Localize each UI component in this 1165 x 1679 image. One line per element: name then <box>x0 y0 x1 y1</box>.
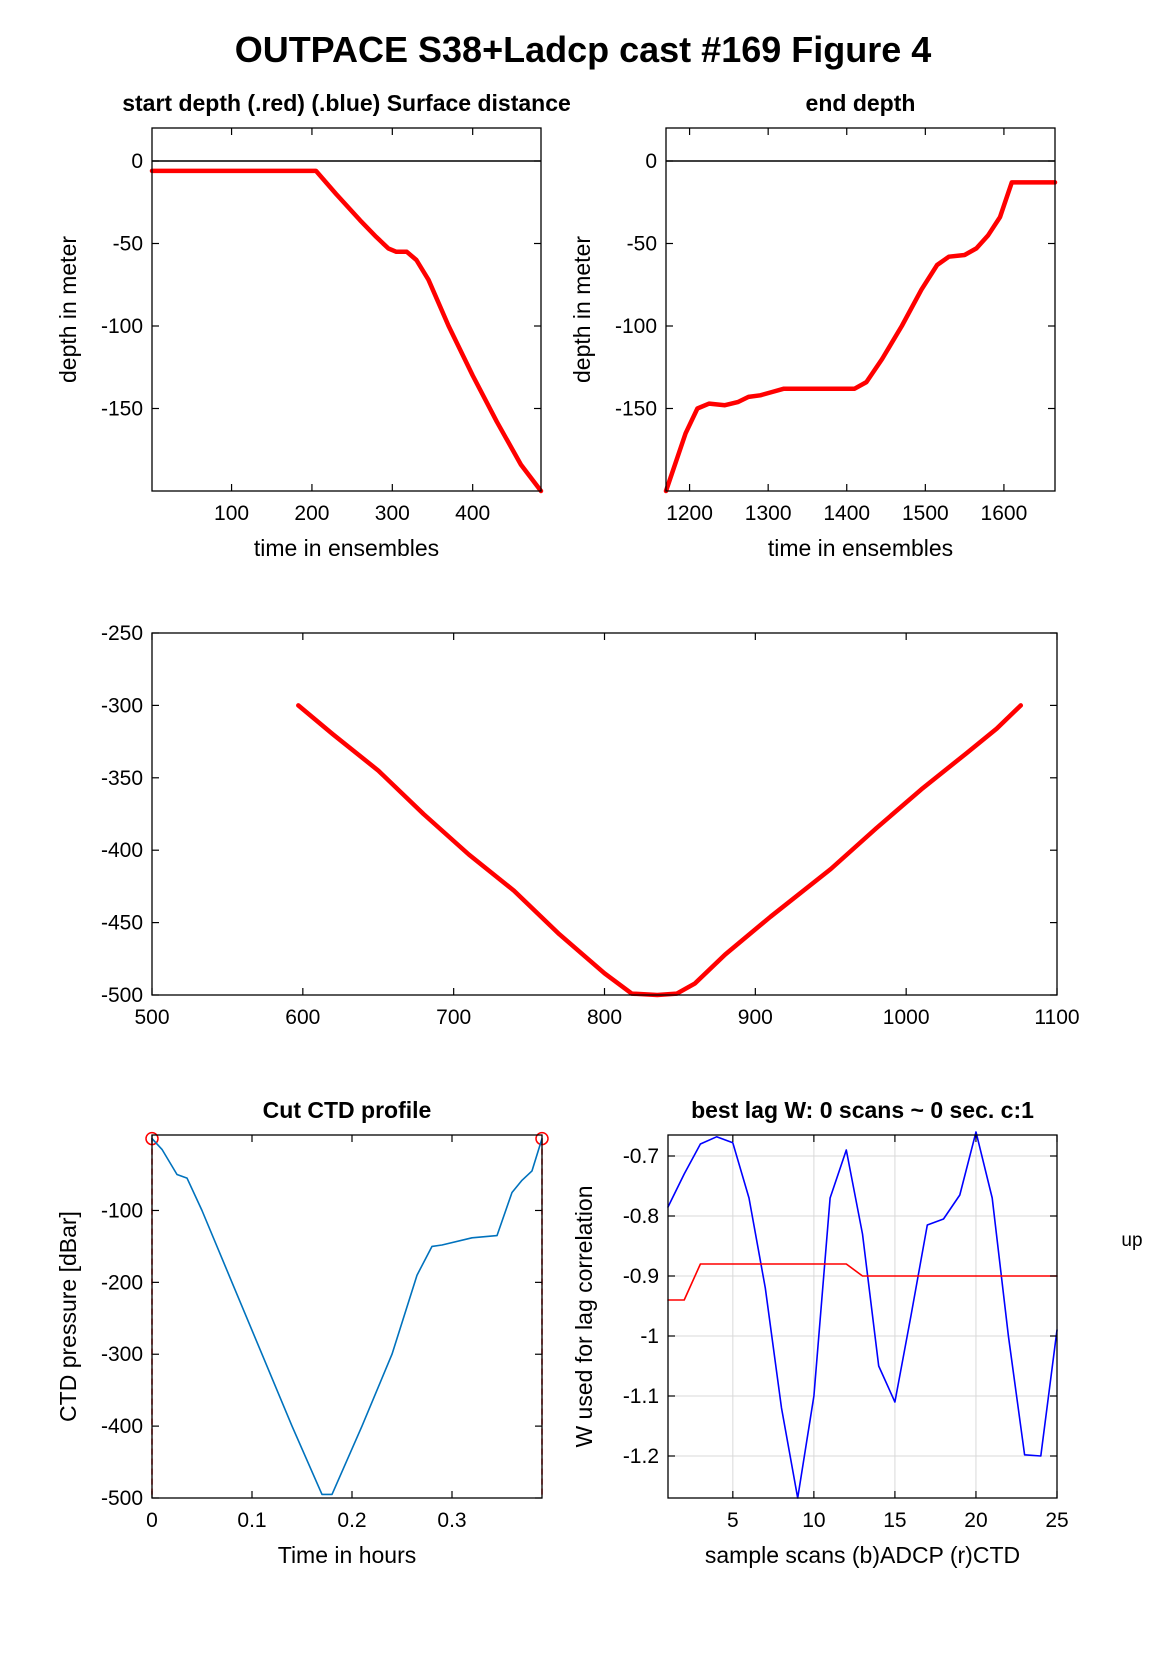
axes-box <box>151 632 1058 996</box>
chart-title: Cut CTD profile <box>263 1097 432 1123</box>
chart-title: best lag W: 0 scans ~ 0 sec. c:1 <box>691 1097 1034 1123</box>
x-tick-label: 1300 <box>745 502 792 525</box>
figure-title: OUTPACE S38+Ladcp cast #169 Figure 4 <box>235 29 932 70</box>
x-tick-label: 100 <box>214 502 249 525</box>
series-line-2 <box>667 1263 1058 1301</box>
x-tick-label: 0.2 <box>337 1509 366 1532</box>
series-line-1 <box>667 1131 1058 1499</box>
y-tick-label: -150 <box>615 398 657 421</box>
x-tick-label: 0.1 <box>237 1509 266 1532</box>
chart-best-lag: 5 10 15 20 25 -0.7 -0.8 -0.9 -1 -1.1 -1.2 best lag … <box>571 1097 1069 1568</box>
y-tick-label: -0.7 <box>623 1145 659 1168</box>
y-tick-label: -0.9 <box>623 1265 659 1288</box>
chart-end-depth: 1200 1300 1400 1500 1600 0 -50 -100 -150 end dept… <box>569 90 1058 561</box>
y-tick-label: -400 <box>101 839 143 862</box>
y-tick-label: -450 <box>101 912 143 935</box>
y-tick-label: -250 <box>101 622 143 645</box>
y-tick-label: -100 <box>101 315 143 338</box>
side-note: up <box>1121 1230 1142 1251</box>
x-tick-label: 10 <box>802 1509 825 1532</box>
chart-title: start depth (.red) (.blue) Surface dista… <box>122 90 571 116</box>
y-axis-label: CTD pressure [dBar] <box>55 1211 81 1422</box>
y-tick-label: -400 <box>101 1415 143 1438</box>
x-tick-label: 1200 <box>666 502 713 525</box>
x-tick-label: 1600 <box>981 502 1028 525</box>
x-axis-label: time in ensembles <box>768 535 953 561</box>
y-tick-label: -50 <box>113 233 143 256</box>
y-tick-label: -1 <box>640 1325 659 1348</box>
axes-box <box>151 127 542 492</box>
x-tick-label: 200 <box>294 502 329 525</box>
chart-cut-ctd: 0 0.1 0.2 0.3 -100 -200 -300 -400 -500 Cut CTD pr… <box>55 1097 549 1568</box>
x-tick-label: 600 <box>285 1006 320 1029</box>
x-axis-label: Time in hours <box>278 1542 416 1568</box>
x-tick-label: 1400 <box>823 502 870 525</box>
x-tick-label: 1500 <box>902 502 949 525</box>
y-axis-label: W used for lag correlation <box>571 1185 597 1447</box>
x-tick-label: 25 <box>1045 1509 1068 1532</box>
x-tick-label: 400 <box>455 502 490 525</box>
x-tick-label: 20 <box>964 1509 987 1532</box>
series-line-1 <box>663 180 1058 494</box>
x-tick-label: 500 <box>134 1006 169 1029</box>
x-tick-label: 0 <box>146 1509 158 1532</box>
x-tick-label: 300 <box>375 502 410 525</box>
x-tick-label: 800 <box>587 1006 622 1029</box>
x-tick-label: 1000 <box>883 1006 930 1029</box>
y-tick-label: -0.8 <box>623 1205 659 1228</box>
x-tick-label: 700 <box>436 1006 471 1029</box>
x-tick-label: 900 <box>738 1006 773 1029</box>
y-tick-label: -500 <box>101 1487 143 1510</box>
y-tick-label: 0 <box>645 150 657 173</box>
x-tick-label: 15 <box>883 1509 906 1532</box>
x-axis-label: time in ensembles <box>254 535 439 561</box>
x-tick-label: 5 <box>727 1509 739 1532</box>
axes-box <box>151 1134 543 1499</box>
y-tick-label: -300 <box>101 694 143 717</box>
y-tick-label: -100 <box>101 1199 143 1222</box>
x-tick-label: 1100 <box>1034 1006 1079 1029</box>
y-tick-label: 0 <box>131 150 143 173</box>
y-tick-label: -1.1 <box>623 1385 659 1408</box>
y-tick-label: -150 <box>101 398 143 421</box>
y-tick-label: -50 <box>627 233 657 256</box>
axes-box <box>667 1134 1058 1499</box>
x-tick-label: 0.3 <box>437 1509 466 1532</box>
x-axis-label: sample scans (b)ADCP (r)CTD <box>705 1542 1020 1568</box>
y-tick-label: -500 <box>101 984 143 1007</box>
y-tick-label: -350 <box>101 767 143 790</box>
axes-box <box>665 127 1056 492</box>
y-tick-label: -200 <box>101 1271 143 1294</box>
series-line-1 <box>149 168 544 494</box>
y-tick-label: -1.2 <box>623 1445 659 1468</box>
chart-title: end depth <box>806 90 916 116</box>
chart-start-depth: 100 200 300 400 0 -50 -100 -150 start depth (.re… <box>55 90 571 561</box>
series-line-1 <box>151 1137 543 1496</box>
y-tick-label: -300 <box>101 1343 143 1366</box>
chart-profile: 500 600 700 800 900 1000 1100 -250 -300 -350 -400 -… <box>101 622 1080 1029</box>
series-line-1 <box>296 703 1024 998</box>
y-axis-label: depth in meter <box>569 236 595 383</box>
y-tick-label: -100 <box>615 315 657 338</box>
y-axis-label: depth in meter <box>55 236 81 383</box>
